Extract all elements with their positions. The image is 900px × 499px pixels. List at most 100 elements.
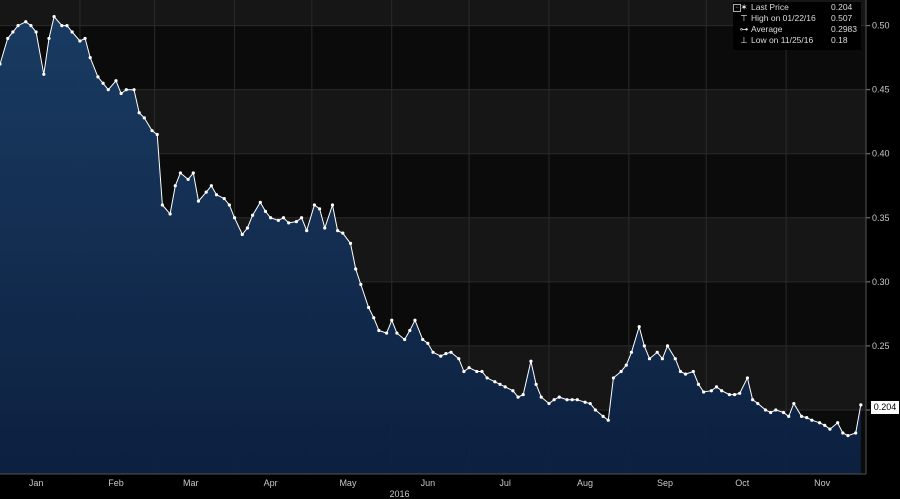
price-point [647, 357, 652, 361]
y-tick-label: 0.45 [872, 85, 890, 95]
price-point [191, 171, 195, 175]
price-area [0, 16, 861, 474]
price-point [539, 395, 543, 399]
price-point [660, 357, 664, 361]
price-point [431, 350, 435, 354]
price-point [683, 372, 688, 376]
price-point [756, 401, 760, 406]
average-marker-icon: ⊶ [739, 24, 749, 34]
price-point [150, 129, 154, 133]
price-point [60, 24, 64, 28]
price-point [763, 408, 768, 412]
legend-row-low: ⊥ Low on 11/25/16 0.18 [733, 35, 861, 46]
price-point [493, 380, 497, 384]
price-point [204, 190, 208, 194]
points-layer [0, 15, 863, 438]
legend-low-label: Low on 11/25/16 [751, 35, 814, 45]
price-point [0, 62, 2, 66]
price-point [696, 382, 701, 386]
price-point [673, 357, 677, 361]
price-point [155, 132, 159, 137]
price-point [732, 392, 737, 397]
collapse-box-icon[interactable]: − [733, 4, 741, 12]
price-point [745, 376, 750, 380]
price-point [336, 228, 340, 233]
legend-row-average: ⊶ Average 0.2983 [733, 24, 861, 35]
price-point [96, 75, 100, 79]
price-point [601, 414, 605, 418]
price-point [294, 220, 298, 224]
price-point [714, 385, 719, 389]
price-point [42, 72, 46, 76]
price-point [359, 282, 363, 286]
price-point [521, 392, 525, 397]
price-point [781, 410, 786, 415]
price-point [52, 15, 56, 19]
price-point [805, 416, 809, 420]
price-point [439, 354, 443, 358]
price-point [557, 395, 561, 399]
legend-last-price-value: 0.204 [831, 2, 853, 12]
price-point [738, 391, 742, 395]
x-tick-label: May [339, 478, 357, 488]
price-point [101, 81, 105, 85]
star-marker-icon: ✶ [740, 2, 748, 12]
price-point [565, 398, 569, 402]
price-point [403, 337, 407, 342]
legend-low-value: 0.18 [831, 35, 848, 45]
price-point [665, 344, 670, 348]
x-tick-label: Oct [735, 478, 750, 488]
price-point [263, 209, 268, 213]
price-point [841, 431, 845, 435]
price-point [258, 200, 262, 205]
price-point [317, 207, 322, 211]
price-point [593, 408, 597, 412]
price-point [547, 401, 551, 406]
x-tick-label: Sep [657, 478, 673, 488]
price-point [287, 221, 291, 225]
price-point [168, 212, 172, 216]
price-point [250, 213, 255, 217]
price-point [240, 232, 244, 237]
price-point [457, 357, 461, 361]
price-point [836, 421, 840, 425]
price-point [245, 226, 250, 230]
price-point [444, 351, 448, 356]
price-point [312, 203, 317, 207]
price-point [691, 369, 695, 374]
price-point [750, 398, 755, 402]
y-tick-label: 0.40 [872, 149, 890, 159]
x-axis: Jan Feb Mar Apr May Jun Jul Aug Sep Oct Nov 2016 [0, 473, 866, 499]
price-point [588, 401, 592, 406]
price-point [281, 216, 286, 220]
price-point [624, 363, 628, 367]
price-point [385, 331, 389, 335]
last-price-tag: 0.204 [871, 401, 899, 414]
price-point [769, 410, 773, 415]
price-point [854, 431, 858, 435]
x-tick-label: Feb [108, 478, 124, 488]
legend-high-value: 0.507 [831, 13, 853, 23]
background-band [0, 25, 866, 90]
x-tick-label: Jun [421, 478, 436, 488]
price-point [372, 316, 376, 320]
price-point [462, 369, 466, 374]
price-point [619, 369, 623, 374]
y-tick-label: 0.30 [872, 277, 890, 287]
price-point [209, 184, 213, 188]
price-point [78, 39, 82, 43]
price-point [583, 400, 587, 404]
price-point [810, 418, 814, 422]
price-point [552, 398, 556, 402]
y-tick-label: 0.35 [872, 213, 890, 223]
price-point [114, 79, 118, 83]
price-point [575, 398, 579, 402]
high-marker-icon: ⊤ [740, 13, 748, 23]
y-axis: 0.200.250.300.350.400.450.50 [865, 0, 890, 474]
price-point [330, 203, 335, 207]
price-point [498, 382, 502, 386]
price-point [88, 56, 92, 60]
legend-row-last-price: − ✶ Last Price 0.204 [733, 2, 861, 13]
price-point [449, 350, 453, 354]
